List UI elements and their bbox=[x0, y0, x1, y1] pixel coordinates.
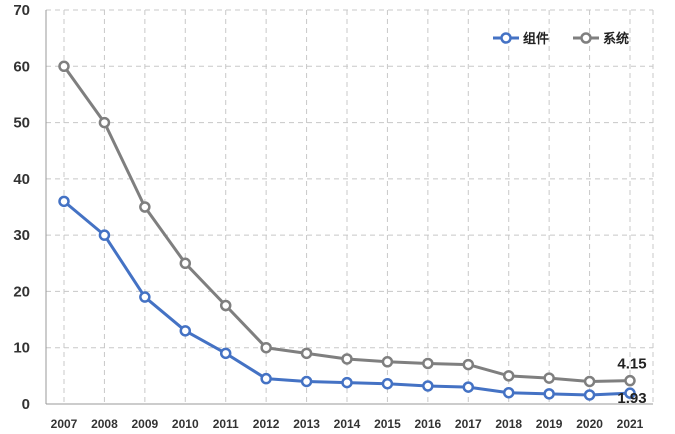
y-tick-label: 30 bbox=[13, 227, 30, 244]
x-tick-label: 2014 bbox=[334, 417, 361, 431]
data-point bbox=[58, 195, 70, 208]
data-point bbox=[583, 389, 596, 401]
data-point bbox=[341, 353, 353, 365]
y-tick-label: 70 bbox=[13, 2, 30, 19]
series-points bbox=[58, 60, 636, 401]
y-tick-label: 0 bbox=[22, 396, 30, 413]
x-tick-label: 2015 bbox=[374, 417, 401, 431]
data-point bbox=[300, 375, 313, 388]
x-tick-label: 2008 bbox=[91, 417, 118, 431]
data-point bbox=[381, 356, 394, 368]
data-point bbox=[502, 370, 515, 382]
legend-label: 组件 bbox=[523, 31, 549, 47]
data-point bbox=[260, 372, 272, 385]
data-point bbox=[462, 381, 475, 393]
data-point bbox=[219, 347, 232, 360]
legend: 组件 系统 bbox=[493, 31, 629, 47]
x-tick-label: 2007 bbox=[51, 417, 78, 431]
x-tick-label: 2018 bbox=[495, 417, 522, 431]
data-point bbox=[139, 291, 151, 303]
legend-label: 系统 bbox=[603, 31, 629, 47]
data-label: 1.93 bbox=[617, 390, 646, 407]
data-point bbox=[98, 116, 111, 129]
data-point bbox=[381, 377, 394, 390]
data-point bbox=[300, 347, 313, 360]
data-point bbox=[543, 372, 555, 384]
x-tick-label: 2011 bbox=[213, 417, 239, 431]
x-tick-label: 2012 bbox=[253, 417, 280, 431]
data-point bbox=[462, 358, 475, 371]
data-point bbox=[139, 201, 151, 213]
data-point bbox=[260, 341, 272, 354]
data-point bbox=[219, 299, 232, 312]
x-tick-label: 2020 bbox=[576, 417, 603, 431]
data-labels: 4.15 1.93 bbox=[617, 356, 646, 407]
data-point bbox=[624, 374, 636, 387]
data-point bbox=[179, 257, 192, 270]
x-tick-label: 2013 bbox=[293, 417, 320, 431]
data-point bbox=[58, 60, 70, 73]
x-tick-label: 2016 bbox=[415, 417, 442, 431]
y-tick-label: 40 bbox=[13, 171, 30, 188]
x-tick-label: 2019 bbox=[536, 417, 563, 431]
data-point bbox=[341, 376, 353, 389]
y-tick-label: 50 bbox=[13, 115, 30, 132]
data-point bbox=[179, 325, 192, 337]
x-tick-label: 2010 bbox=[172, 417, 199, 431]
y-tick-label: 60 bbox=[13, 58, 30, 75]
y-axis-ticks: 0 10 20 30 40 50 60 70 bbox=[13, 2, 30, 413]
data-point bbox=[422, 380, 434, 392]
data-point bbox=[98, 229, 111, 241]
axes bbox=[45, 10, 653, 405]
data-point bbox=[502, 386, 515, 399]
x-axis-ticks: 2007 2008 2009 2010 2011 2012 2013 2014 2015 2016… bbox=[51, 417, 644, 431]
x-tick-label: 2009 bbox=[132, 417, 159, 431]
data-label: 4.15 bbox=[617, 356, 646, 373]
y-tick-label: 20 bbox=[13, 283, 30, 300]
x-tick-label: 2017 bbox=[455, 417, 482, 431]
data-point bbox=[543, 388, 555, 400]
data-point bbox=[624, 387, 636, 399]
y-tick-label: 10 bbox=[13, 340, 30, 357]
data-point bbox=[422, 357, 434, 370]
legend-marker bbox=[580, 32, 592, 44]
grid bbox=[46, 9, 654, 404]
x-tick-label: 2021 bbox=[617, 417, 644, 431]
data-point bbox=[583, 375, 596, 388]
legend-marker bbox=[500, 32, 512, 44]
